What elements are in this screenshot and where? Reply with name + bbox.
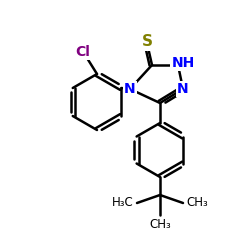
Text: Cl: Cl bbox=[76, 45, 90, 59]
Text: CH₃: CH₃ bbox=[149, 218, 171, 232]
Text: N: N bbox=[177, 82, 189, 96]
Text: N: N bbox=[124, 82, 136, 96]
Text: CH₃: CH₃ bbox=[186, 196, 208, 209]
Text: H₃C: H₃C bbox=[112, 196, 134, 209]
Text: S: S bbox=[142, 34, 152, 50]
Text: NH: NH bbox=[172, 56, 194, 70]
